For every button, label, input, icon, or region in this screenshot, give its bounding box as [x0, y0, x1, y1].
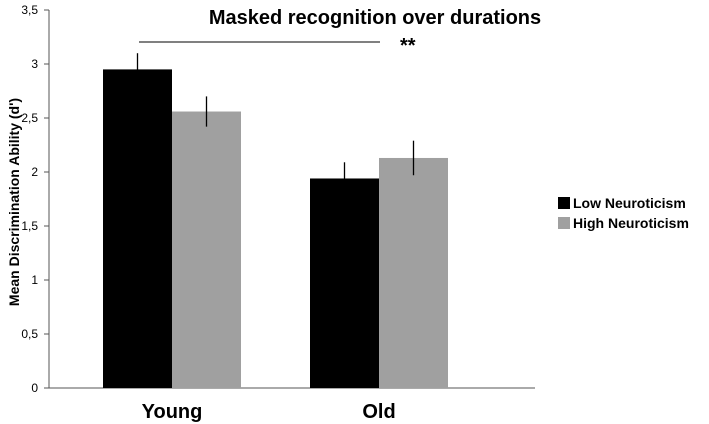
bar-young-low: [103, 69, 172, 389]
y-ticks: 0 0,5 1 1,5 2 2,5 3 3,5: [21, 3, 49, 395]
category-labels: Young Old: [142, 401, 396, 423]
category-label-old: Old: [362, 401, 395, 423]
chart-title: Masked recognition over durations: [209, 7, 541, 29]
y-tick-label: 1,5: [21, 219, 38, 233]
y-tick-label: 3,5: [21, 3, 38, 17]
legend-swatch: [558, 217, 570, 229]
bar-old-low: [310, 178, 379, 388]
category-label-young: Young: [142, 401, 203, 423]
significance-marker: **: [400, 35, 416, 57]
y-tick-label: 1: [31, 273, 38, 287]
y-tick-label: 3: [31, 57, 38, 71]
y-tick-label: 2: [31, 165, 38, 179]
error-bars: [136, 53, 415, 195]
legend-label: Low Neuroticism: [573, 195, 686, 211]
legend-swatch: [558, 197, 570, 209]
bars: [103, 69, 448, 389]
legend-label: High Neuroticism: [573, 215, 689, 231]
y-tick-label: 0,5: [21, 327, 38, 341]
bar-young-high: [172, 111, 241, 389]
bar-old-high: [379, 157, 448, 388]
y-tick-label: 0: [31, 381, 38, 395]
y-axis-label: Mean Discrimination Ability (d'): [6, 98, 22, 306]
legend: Low Neuroticism High Neuroticism: [558, 195, 689, 231]
y-tick-label: 2,5: [21, 111, 38, 125]
